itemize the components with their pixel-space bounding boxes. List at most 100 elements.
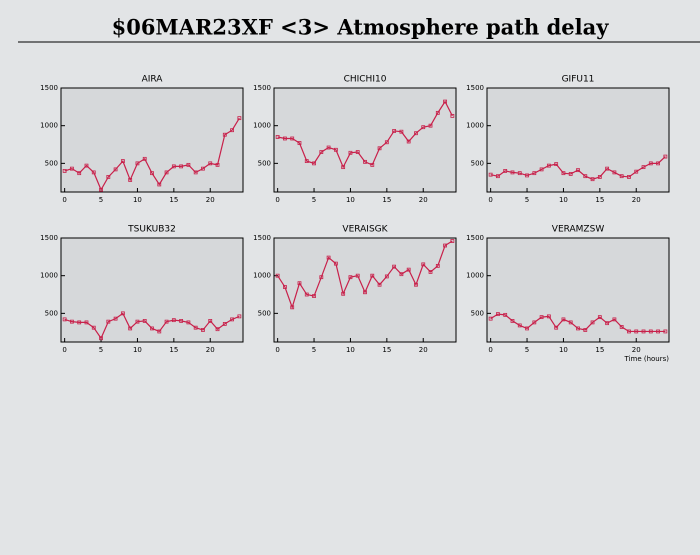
x-tick-label: 0	[488, 196, 492, 204]
x-tick-label: 5	[525, 196, 529, 204]
data-point	[201, 328, 205, 332]
y-tick-label: 1000	[40, 272, 58, 280]
data-point	[546, 314, 551, 319]
data-point	[539, 315, 544, 320]
y-tick-label: 1500	[466, 84, 484, 92]
data-point	[656, 161, 660, 166]
x-tick-label: 0	[488, 346, 492, 354]
x-tick-label: 10	[559, 196, 568, 204]
data-point	[319, 275, 324, 280]
x-tick-label: 10	[346, 346, 355, 354]
data-point	[91, 170, 96, 175]
y-tick-label: 1500	[40, 234, 58, 242]
data-point	[77, 320, 82, 325]
data-point	[525, 326, 529, 331]
x-tick-label: 15	[382, 196, 391, 204]
data-point	[164, 319, 169, 324]
data-line	[490, 156, 666, 180]
data-point	[99, 187, 103, 192]
x-tick-label: 5	[312, 196, 316, 204]
data-point	[496, 174, 500, 179]
data-line	[277, 240, 453, 310]
data-point	[290, 305, 295, 310]
data-point	[634, 329, 639, 334]
data-point	[290, 136, 295, 141]
data-point	[503, 312, 508, 317]
page-title: $06MAR23XF <3> Atmosphere path delay	[112, 15, 610, 40]
y-tick-label: 1500	[253, 84, 271, 92]
data-point	[634, 169, 639, 174]
data-point	[414, 282, 418, 287]
data-point	[384, 274, 389, 279]
data-point	[333, 261, 338, 266]
data-point	[326, 255, 331, 260]
data-point	[120, 159, 125, 164]
data-point	[99, 336, 103, 341]
y-tick-label: 1000	[466, 122, 484, 130]
data-point	[525, 173, 529, 178]
data-point	[583, 328, 588, 332]
y-tick-label: 500	[45, 309, 58, 317]
data-point	[304, 159, 309, 164]
data-point	[641, 165, 646, 170]
x-tick-label: 0	[275, 346, 279, 354]
data-point	[164, 170, 169, 175]
x-tick-label: 15	[595, 346, 604, 354]
y-tick-label: 1500	[466, 234, 484, 242]
data-point	[561, 317, 566, 322]
data-point	[157, 329, 162, 334]
data-point	[150, 171, 154, 176]
y-tick-label: 1000	[253, 122, 271, 130]
x-tick-label: 0	[275, 196, 279, 204]
data-point	[113, 167, 118, 172]
x-tick-label: 0	[62, 346, 66, 354]
data-point	[488, 172, 493, 177]
data-point	[554, 325, 559, 330]
y-tick-label: 1000	[466, 272, 484, 280]
y-tick-label: 500	[471, 159, 484, 167]
data-point	[568, 320, 573, 325]
y-tick-label: 1500	[253, 234, 271, 242]
x-tick-label: 20	[206, 196, 215, 204]
data-point	[106, 175, 111, 179]
data-point	[297, 281, 302, 286]
data-point	[605, 166, 610, 171]
data-point	[222, 132, 227, 137]
data-point	[193, 170, 198, 175]
data-point	[612, 170, 617, 175]
data-point	[348, 150, 353, 155]
data-point	[355, 273, 360, 278]
data-point	[554, 162, 559, 167]
data-point	[414, 131, 418, 136]
data-point	[590, 177, 595, 182]
data-point	[62, 317, 67, 322]
data-point	[384, 140, 389, 145]
data-point	[230, 317, 234, 322]
data-point	[363, 159, 367, 164]
data-point	[421, 262, 426, 267]
x-tick-label: 5	[99, 196, 103, 204]
data-point	[532, 320, 537, 325]
data-point	[510, 318, 515, 323]
y-tick-label: 1000	[253, 272, 271, 280]
data-point	[84, 320, 89, 325]
y-tick-label: 1000	[40, 122, 58, 130]
data-point	[208, 161, 213, 166]
data-point	[619, 325, 624, 329]
data-point	[496, 312, 500, 317]
data-point	[605, 321, 610, 326]
data-point	[186, 320, 191, 325]
data-point	[186, 162, 191, 167]
data-point	[583, 174, 588, 179]
data-point	[135, 319, 140, 324]
plot-area	[273, 237, 457, 343]
data-point	[179, 164, 184, 169]
plot-area	[486, 87, 670, 193]
x-tick-label: 20	[206, 346, 215, 354]
x-tick-label: 20	[632, 346, 641, 354]
x-tick-label: 5	[312, 346, 316, 354]
x-tick-label: 5	[99, 346, 103, 354]
data-point	[237, 314, 242, 319]
data-point	[568, 172, 573, 176]
data-point	[377, 282, 382, 287]
